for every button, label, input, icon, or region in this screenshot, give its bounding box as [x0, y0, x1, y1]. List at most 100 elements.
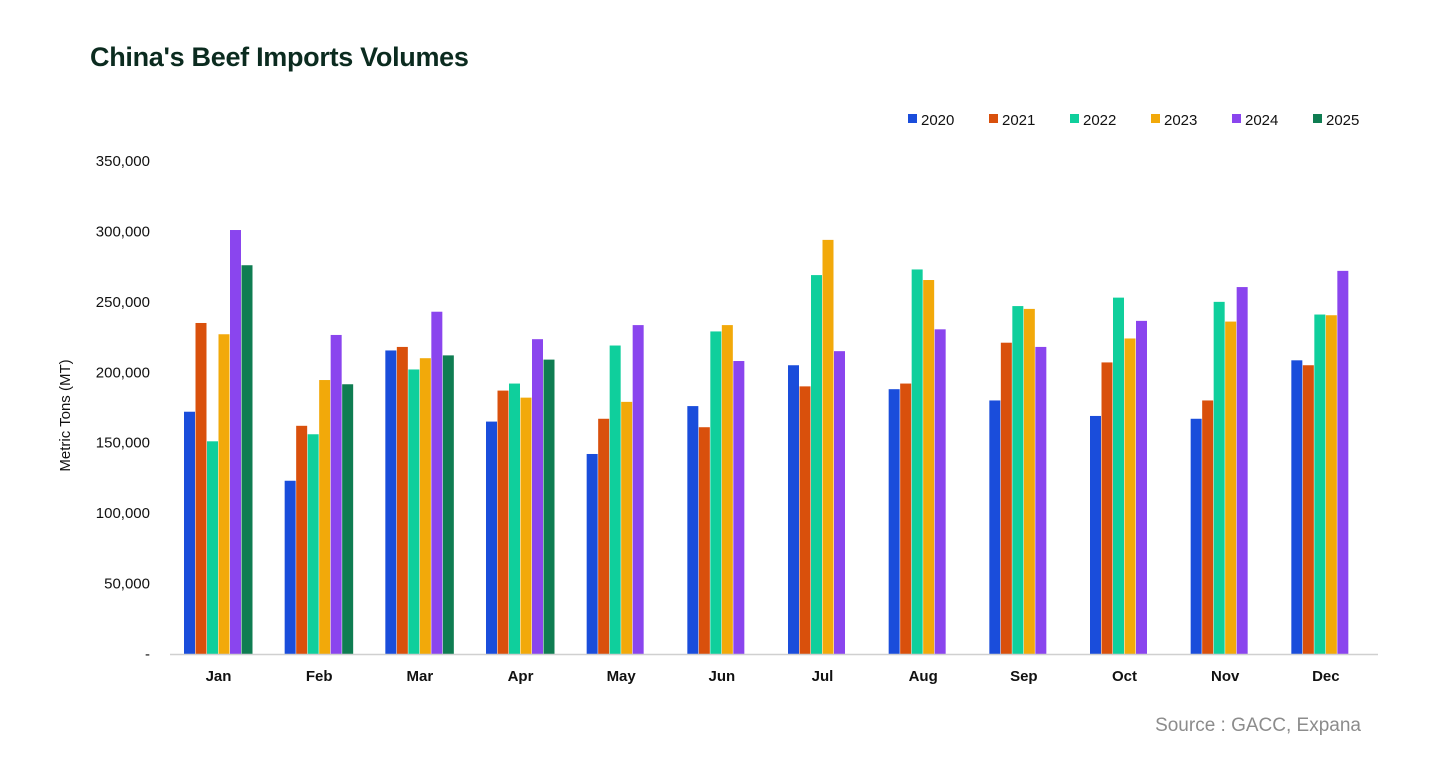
y-tick-label: 150,000	[96, 435, 150, 452]
y-tick-label: -	[145, 646, 150, 663]
bar-2021-oct	[1101, 362, 1113, 654]
x-tick-label: May	[607, 668, 637, 685]
bar-2023-nov	[1225, 321, 1237, 654]
legend-swatch-2024	[1232, 114, 1241, 123]
bar-2021-apr	[497, 390, 509, 654]
legend-label-2020: 2020	[921, 112, 954, 129]
x-tick-label: Feb	[306, 668, 333, 685]
legend-label-2021: 2021	[1002, 112, 1035, 129]
bar-2023-dec	[1325, 315, 1337, 654]
bar-2023-feb	[319, 380, 331, 654]
bar-2025-feb	[342, 384, 354, 654]
bar-2022-apr	[509, 383, 520, 654]
x-tick-label: Jan	[206, 668, 232, 685]
x-tick-label: Oct	[1112, 668, 1137, 685]
bar-2025-mar	[442, 355, 454, 654]
bar-2024-apr	[532, 339, 543, 654]
bar-2024-jul	[834, 351, 845, 654]
bar-2022-nov	[1213, 301, 1225, 654]
bar-2024-may	[632, 325, 644, 654]
legend-swatch-2021	[989, 114, 998, 123]
bar-2022-dec	[1314, 314, 1326, 654]
legend-swatch-2025	[1313, 114, 1322, 123]
legend-label-2024: 2024	[1245, 112, 1278, 129]
legend: 2020 2021 2022 2023 2024 2025	[908, 112, 1359, 129]
bar-2020-jul	[788, 365, 799, 654]
legend-label-2023: 2023	[1164, 112, 1197, 129]
legend-swatch-2020	[908, 114, 917, 123]
x-tick-label: Aug	[909, 668, 938, 685]
bar-2021-aug	[900, 383, 912, 654]
bar-2022-jun	[710, 331, 722, 654]
x-tick-label: Dec	[1312, 668, 1340, 685]
bar-2020-dec	[1291, 360, 1303, 654]
bar-2024-oct	[1136, 320, 1147, 654]
y-tick-label: 350,000	[96, 153, 150, 170]
legend-label-2022: 2022	[1083, 112, 1116, 129]
bar-2023-may	[621, 401, 633, 654]
bar-2022-jul	[811, 275, 822, 654]
bar-2023-jan	[218, 334, 230, 654]
bar-2020-may	[586, 453, 598, 654]
legend-label-2025: 2025	[1326, 112, 1359, 129]
bar-2021-nov	[1202, 400, 1214, 654]
x-tick-label: Mar	[406, 668, 433, 685]
bar-2025-apr	[543, 359, 555, 654]
bar-2020-jan	[184, 411, 195, 654]
bar-2024-nov	[1236, 287, 1248, 654]
y-tick-label: 200,000	[96, 364, 150, 381]
x-tick-label: Jul	[812, 668, 834, 685]
bar-2023-sep	[1023, 308, 1035, 654]
bar-2022-may	[609, 345, 621, 654]
bar-2022-oct	[1113, 297, 1124, 654]
bar-2023-oct	[1124, 338, 1136, 654]
bar-2023-apr	[520, 397, 532, 654]
bar-2021-sep	[1000, 342, 1012, 654]
y-tick-label: 50,000	[104, 576, 150, 593]
bar-2020-apr	[486, 421, 497, 654]
bar-2021-feb	[296, 425, 308, 654]
bar-2024-feb	[330, 334, 342, 654]
bar-2024-sep	[1035, 346, 1047, 654]
bar-2020-nov	[1190, 418, 1202, 654]
bar-2020-sep	[989, 400, 1001, 654]
bar-2021-mar	[396, 346, 408, 654]
bar-2024-jun	[733, 361, 745, 654]
bar-2022-sep	[1012, 306, 1024, 654]
x-tick-label: Nov	[1211, 668, 1240, 685]
bar-2021-may	[598, 418, 610, 654]
chart-title: China's Beef Imports Volumes	[90, 42, 469, 72]
bar-2025-jan	[241, 265, 253, 654]
y-axis-title-group: Metric Tons (MT)	[57, 359, 74, 471]
bar-2021-dec	[1302, 365, 1314, 654]
x-axis: Jan Feb Mar Apr May Jun Jul Aug Sep Oct Nov Dec	[170, 653, 1378, 685]
x-tick-label: Apr	[508, 668, 534, 685]
bar-2022-feb	[307, 434, 319, 654]
y-tick-label: 300,000	[96, 223, 150, 240]
bar-2021-jun	[698, 427, 710, 654]
bar-2024-mar	[431, 311, 443, 654]
bar-2024-aug	[934, 329, 946, 654]
y-axis-ticks: - 50,000 100,000 150,000 200,000 250,000 300,0…	[96, 153, 150, 663]
bar-2023-aug	[923, 280, 935, 654]
bar-2022-mar	[408, 369, 420, 654]
legend-swatch-2023	[1151, 114, 1160, 123]
bar-2020-jun	[687, 406, 699, 654]
y-tick-label: 250,000	[96, 294, 150, 311]
bars-group	[184, 230, 1349, 654]
legend-swatch-2022	[1070, 114, 1079, 123]
bar-2024-jan	[230, 230, 241, 654]
bar-2020-aug	[888, 389, 900, 654]
y-tick-label: 100,000	[96, 505, 150, 522]
x-tick-label: Jun	[708, 668, 735, 685]
bar-2022-aug	[911, 269, 923, 654]
bar-2023-mar	[419, 358, 431, 654]
bar-2024-dec	[1337, 270, 1349, 654]
y-axis-title: Metric Tons (MT)	[57, 359, 74, 471]
bar-2021-jul	[799, 386, 811, 654]
bar-2021-jan	[195, 322, 207, 654]
bar-2023-jun	[721, 325, 733, 654]
x-tick-label: Sep	[1010, 668, 1038, 685]
bar-2023-jul	[822, 239, 834, 654]
